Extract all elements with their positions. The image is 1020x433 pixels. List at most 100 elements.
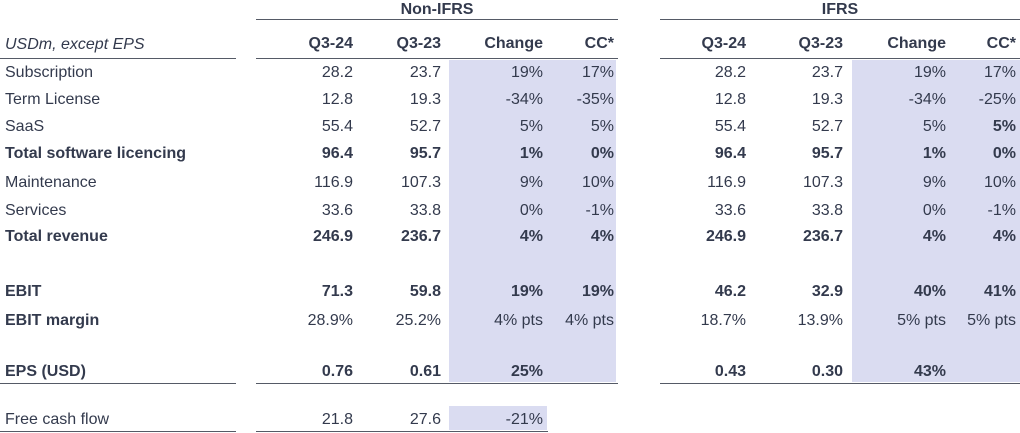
row-label: EBIT — [5, 283, 42, 300]
table-cell: 5% — [922, 118, 946, 135]
table-cell: -34% — [505, 91, 543, 108]
table-cell: 33.8 — [409, 202, 441, 219]
column-header: Q3-24 — [701, 35, 746, 52]
table-cell: 23.7 — [409, 64, 441, 81]
eps-rule-nonifrs — [256, 383, 618, 384]
table-cell: 1% — [519, 145, 543, 162]
table-cell: 95.7 — [409, 145, 441, 162]
table-cell: 28.2 — [714, 64, 746, 81]
column-header-rule-nonifrs — [256, 58, 618, 59]
column-header: Q3-24 — [308, 35, 353, 52]
table-cell: 236.7 — [400, 228, 441, 245]
table-cell: 12.8 — [714, 91, 746, 108]
row-label: Free cash flow — [5, 411, 110, 428]
table-cell: 52.7 — [811, 118, 843, 135]
table-cell: 116.9 — [707, 174, 746, 191]
table-cell: 0% — [590, 145, 614, 162]
table-cell: 12.8 — [321, 91, 353, 108]
table-cell: -21% — [505, 411, 543, 428]
table-cell: 4% — [519, 228, 543, 245]
column-header-rule-label — [0, 58, 236, 59]
row-label: Total software licencing — [5, 145, 187, 162]
table-cell: 25.2% — [395, 312, 441, 329]
table-cell: 55.4 — [321, 118, 353, 135]
table-cell: 19% — [510, 283, 543, 300]
table-cell: 19% — [581, 283, 614, 300]
table-cell: 10% — [581, 174, 614, 191]
column-header: CC* — [986, 35, 1016, 52]
table-cell: 4% pts — [494, 312, 543, 329]
table-cell: 236.7 — [802, 228, 843, 245]
table-cell: 246.9 — [312, 228, 353, 245]
table-cell: -35% — [576, 91, 614, 108]
table-cell: -34% — [908, 91, 946, 108]
table-cell: 5% — [519, 118, 543, 135]
nonifrs-group-header: Non-IFRS — [400, 1, 474, 18]
table-cell: 4% — [590, 228, 614, 245]
column-header: Q3-23 — [798, 35, 843, 52]
row-label: SaaS — [5, 118, 45, 135]
table-cell: 59.8 — [409, 283, 441, 300]
eps-rule-ifrs — [660, 383, 1020, 384]
fcf-change-shade — [449, 406, 547, 430]
table-cell: 5% pts — [897, 312, 946, 329]
column-header: Change — [484, 35, 543, 52]
table-cell: 0% — [922, 202, 946, 219]
table-cell: 19% — [510, 64, 543, 81]
table-cell: 18.7% — [700, 312, 746, 329]
row-label: EPS (USD) — [5, 363, 86, 380]
row-label: Services — [5, 202, 67, 219]
table-cell: 33.6 — [714, 202, 746, 219]
table-cell: 9% — [922, 174, 946, 191]
table-cell: 41% — [983, 283, 1016, 300]
table-cell: 0% — [992, 145, 1016, 162]
table-cell: 71.3 — [321, 283, 353, 300]
table-cell: 28.9% — [307, 312, 353, 329]
ifrs-change-shade — [852, 60, 1020, 382]
eps-rule-label — [0, 383, 236, 384]
table-cell: 95.7 — [811, 145, 843, 162]
row-label: Total revenue — [5, 228, 108, 245]
table-cell: 32.9 — [811, 283, 843, 300]
table-cell: 96.4 — [714, 145, 746, 162]
table-cell: 21.8 — [321, 411, 353, 428]
table-cell: 4% pts — [565, 312, 614, 329]
table-cell: 1% — [922, 145, 946, 162]
table-cell: 0% — [519, 202, 543, 219]
table-cell: 246.9 — [705, 228, 746, 245]
column-header: Q3-23 — [396, 35, 441, 52]
table-cell: 107.3 — [400, 174, 441, 191]
table-cell: 28.2 — [321, 64, 353, 81]
table-cell: 96.4 — [321, 145, 353, 162]
table-cell: 46.2 — [714, 283, 746, 300]
table-cell: 0.61 — [409, 363, 441, 380]
table-cell: 40% — [913, 283, 946, 300]
table-cell: 27.6 — [409, 411, 441, 428]
table-cell: 9% — [519, 174, 543, 191]
table-cell: 52.7 — [409, 118, 441, 135]
nonifrs-change-shade — [449, 60, 616, 382]
column-header-rule-ifrs — [660, 58, 1020, 59]
table-cell: 43% — [913, 363, 946, 380]
table-cell: 19.3 — [811, 91, 843, 108]
table-cell: 116.9 — [314, 174, 353, 191]
table-cell: -1% — [987, 202, 1016, 219]
table-cell: 4% — [992, 228, 1016, 245]
fcf-rule-label — [0, 431, 236, 432]
row-label: Maintenance — [5, 174, 97, 191]
table-cell: 5% — [590, 118, 614, 135]
table-cell: 5% — [992, 118, 1016, 135]
table-cell: 33.6 — [321, 202, 353, 219]
fcf-rule-nonifrs — [256, 431, 548, 432]
table-cell: 13.9% — [797, 312, 843, 329]
table-cell: 19.3 — [409, 91, 441, 108]
table-cell: 0.43 — [714, 363, 746, 380]
table-cell: 25% — [510, 363, 543, 380]
table-cell: 55.4 — [714, 118, 746, 135]
table-cell: 17% — [983, 64, 1016, 81]
header-rule-ifrs — [660, 19, 1020, 20]
table-cell: 5% pts — [967, 312, 1016, 329]
unit-label: USDm, except EPS — [5, 36, 145, 53]
ifrs-group-header: IFRS — [821, 1, 859, 18]
table-cell: 0.30 — [811, 363, 843, 380]
